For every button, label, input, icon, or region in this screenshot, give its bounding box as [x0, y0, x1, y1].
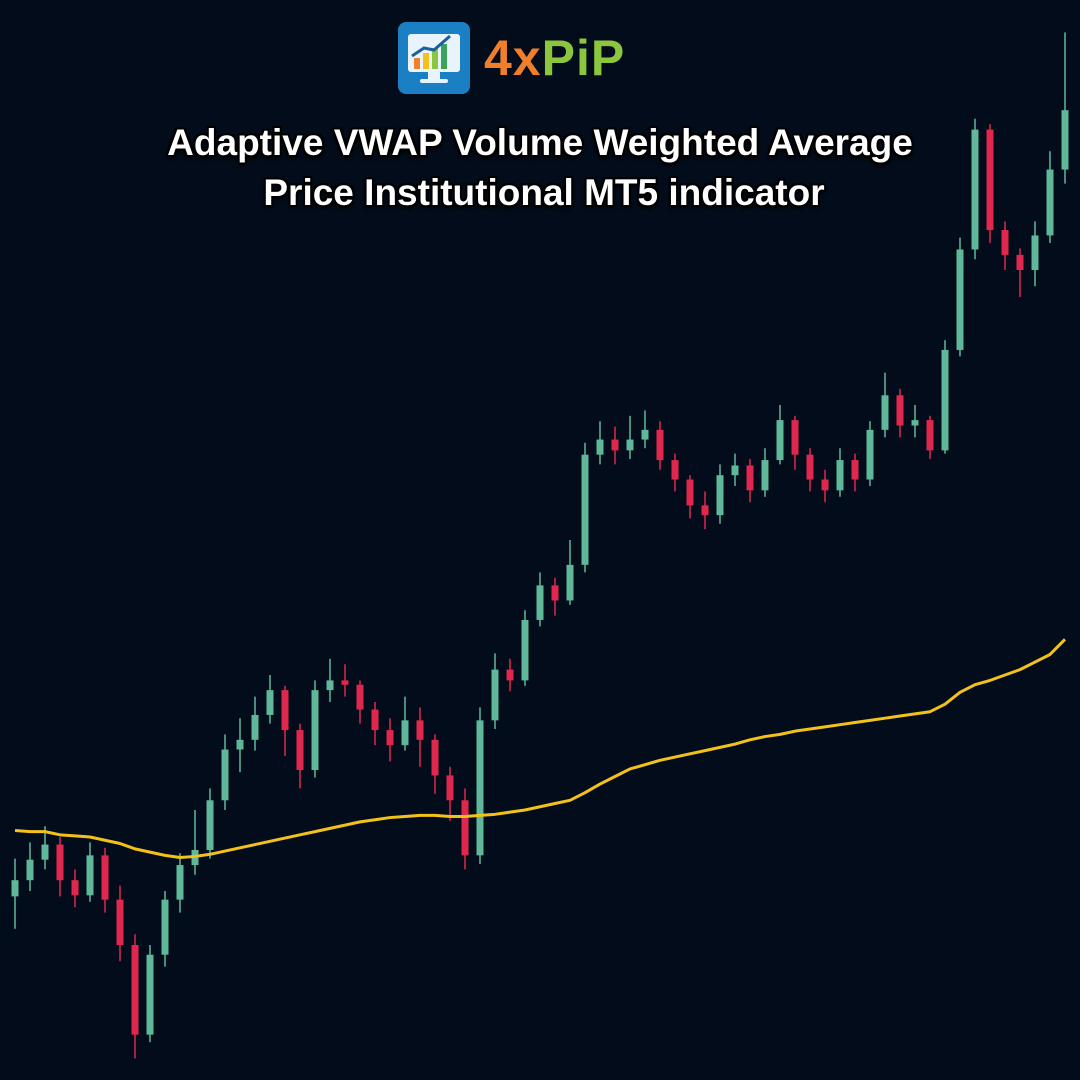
candle-body	[491, 669, 499, 721]
candle-body	[281, 690, 289, 731]
candle-body	[596, 439, 604, 455]
title-line: Adaptive VWAP Volume Weighted Average	[167, 122, 913, 163]
candle-body	[1016, 254, 1024, 270]
candle-body	[371, 709, 379, 731]
candle-body	[716, 475, 724, 516]
candle-body	[641, 429, 649, 440]
candle-body	[956, 249, 964, 350]
candle-body	[896, 395, 904, 426]
candle-body	[701, 505, 709, 516]
candle-body	[626, 439, 634, 451]
candle-body	[431, 739, 439, 776]
candle-body	[146, 954, 154, 1035]
candle-body	[116, 899, 124, 945]
candle-body	[506, 669, 514, 681]
candle-body	[101, 855, 109, 900]
title-line: Price Institutional MT5 indicator	[263, 172, 825, 213]
candle-body	[341, 680, 349, 685]
candle-body	[941, 349, 949, 451]
candle-body	[566, 564, 574, 601]
candle-body	[731, 465, 739, 476]
candle-body	[326, 680, 334, 691]
candle-body	[161, 899, 169, 955]
brand-name: 4xPiP	[484, 29, 625, 87]
candle-body	[656, 429, 664, 461]
vwap-line	[14, 638, 1067, 860]
candle-body	[131, 945, 139, 1035]
candle-body	[746, 465, 754, 491]
brand-prefix: 4x	[484, 30, 542, 86]
candle-body	[41, 844, 49, 860]
brand: 4xPiP	[398, 22, 625, 94]
candle-body	[236, 739, 244, 750]
candle-body	[686, 479, 694, 506]
candle-body	[401, 720, 409, 746]
candle-body	[416, 720, 424, 740]
candle-body	[356, 684, 364, 710]
brand-suffix: PiP	[541, 30, 626, 86]
candle-body	[761, 460, 769, 491]
candle-body	[206, 800, 214, 850]
candle-body	[311, 690, 319, 771]
logo-icon	[398, 22, 470, 94]
candle-body	[866, 429, 874, 480]
candle-body	[251, 714, 259, 740]
candle-body	[776, 420, 784, 461]
title: Adaptive VWAP Volume Weighted Average Pr…	[0, 118, 1080, 218]
candle-body	[461, 800, 469, 856]
candle-body	[881, 395, 889, 430]
candle-body	[176, 865, 184, 900]
candle-body	[71, 880, 79, 896]
candle-body	[11, 880, 19, 897]
candle-body	[911, 420, 919, 426]
candle-body	[386, 730, 394, 746]
candle-body	[836, 460, 844, 491]
candle-body	[86, 855, 94, 896]
candle-body	[536, 585, 544, 620]
candle-body	[1061, 110, 1069, 170]
candle-body	[851, 460, 859, 480]
candle-body	[806, 454, 814, 480]
candle-body	[56, 844, 64, 881]
candle-body	[1046, 169, 1054, 236]
candle-body	[791, 420, 799, 455]
candle-body	[821, 479, 829, 491]
candle-body	[926, 420, 934, 451]
candle-body	[296, 730, 304, 771]
candle-body	[521, 619, 529, 681]
candle-body	[971, 129, 979, 250]
candle-body	[26, 859, 34, 881]
candle-body	[551, 585, 559, 601]
candle-body	[266, 690, 274, 715]
candle-body	[986, 129, 994, 231]
candle-body	[581, 454, 589, 565]
candle-body	[446, 775, 454, 801]
candle-body	[611, 439, 619, 451]
candle-body	[476, 720, 484, 856]
candle-body	[221, 749, 229, 801]
candle-body	[1001, 230, 1009, 255]
candle-body	[671, 460, 679, 480]
candle-body	[1031, 235, 1039, 270]
